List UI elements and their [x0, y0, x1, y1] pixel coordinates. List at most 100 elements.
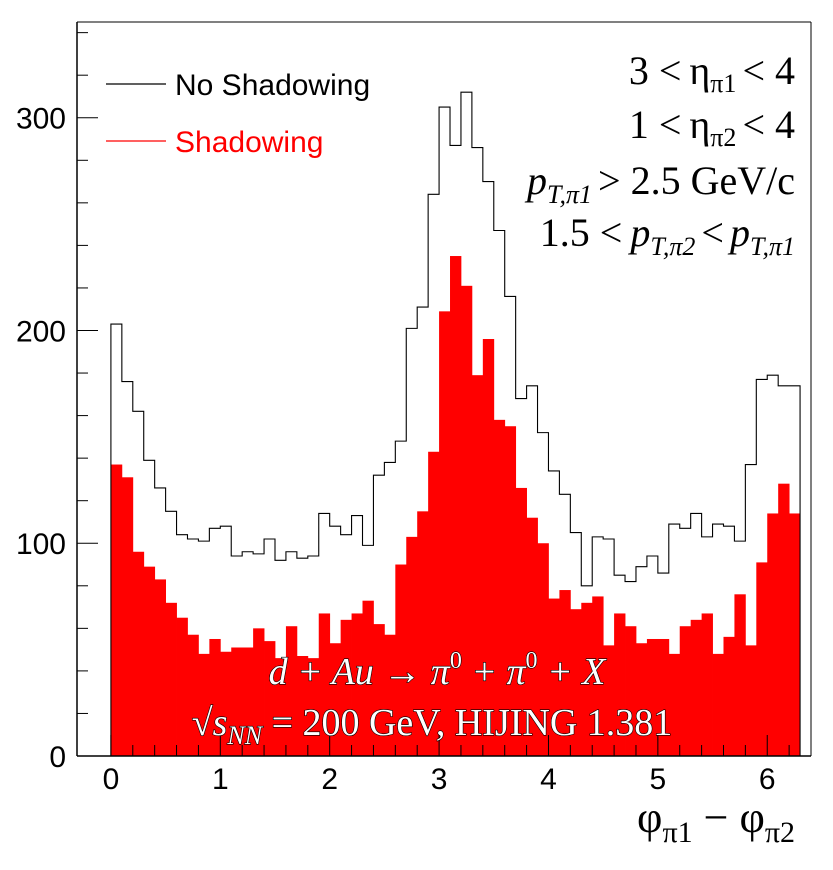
shadowing-bin-50	[657, 638, 670, 756]
shadowing-bin-14	[264, 641, 276, 756]
cut-eta-pi2-high: < 4	[742, 102, 795, 147]
shadowing-bin-61	[778, 483, 790, 756]
cut-eta-pi2: 1 < ηπ2 < 4	[629, 102, 795, 152]
cut-pt-pi1-sub: T,π1	[547, 180, 592, 209]
x-axis-title: φπ1 − φπ2	[637, 793, 795, 849]
shadowing-bin-46	[614, 613, 626, 756]
shadowing-bin-10	[220, 651, 232, 756]
shadowing-bin-32	[460, 285, 473, 756]
shadowing-bin-58	[745, 645, 757, 756]
process-reaction-lhs: d + Au → π	[269, 651, 451, 693]
shadowing-bin-16	[285, 626, 298, 756]
shadowing-bin-54	[701, 613, 713, 756]
shadowing-bin-45	[603, 645, 615, 756]
shadowing-bin-40	[548, 598, 560, 756]
process-sup-0: 0	[450, 648, 462, 674]
shadowing-bin-17	[296, 656, 309, 756]
x-tick-label: 0	[103, 763, 120, 796]
x-tick-label: 5	[650, 763, 667, 796]
x-tick-label: 4	[540, 763, 557, 796]
x-tick-label: 3	[431, 763, 448, 796]
cut-pt-pi2: 1.5 < pT,π2 < pT,π1	[540, 210, 795, 261]
shadowing-bin-24	[373, 624, 385, 756]
cut-pt-pi1: pT,π1 > 2.5 GeV/c	[524, 158, 795, 209]
x-tick-label: 6	[759, 763, 776, 796]
process-energy: √sNN = 200 GeV, HIJING 1.381	[192, 702, 673, 750]
shadowing-bin-6	[176, 617, 188, 756]
shadowing-bin-60	[767, 513, 779, 756]
shadowing-bin-37	[515, 487, 527, 756]
cut-eta-pi1-high: < 4	[742, 48, 795, 93]
shadowing-bin-23	[362, 600, 374, 756]
x-title-phi1: φ	[637, 793, 662, 842]
process-annotation: d + Au → π0 + π0 + X √sNN = 200 GeV, HIJ…	[191, 647, 673, 750]
cut-eta-pi1-sub: π1	[710, 69, 736, 98]
shadowing-bin-38	[526, 517, 538, 756]
shadowing-bin-55	[712, 653, 724, 756]
cut-eta-pi2-var: η	[689, 102, 710, 147]
shadowing-bin-3	[143, 566, 156, 756]
shadowing-bin-11	[231, 647, 243, 756]
cut-pt-pi2-low: 1.5 <	[540, 210, 623, 255]
shadowing-bin-1	[121, 477, 134, 756]
no-shadowing-step-line	[110, 91, 801, 756]
kinematic-cuts: 3 < ηπ1 < 4 1 < ηπ2 < 4 pT,π1 > 2.5 GeV/c 1.5…	[524, 48, 795, 261]
cut-eta-pi1-var: η	[689, 48, 710, 93]
x-title-sub2: π2	[765, 816, 795, 849]
tick-layer	[77, 32, 812, 757]
shadowing-bin-20	[329, 643, 342, 756]
shadowing-bin-31	[450, 256, 462, 756]
shadowing-bin-0	[110, 464, 123, 756]
energy-sqrt: √	[192, 702, 213, 744]
shadowing-bin-15	[274, 658, 287, 756]
y-tick-label: 100	[16, 528, 66, 561]
process-plus: + π	[462, 651, 527, 693]
legend-label-no-shadowing: No Shadowing	[175, 69, 370, 102]
cut-eta-pi2-low: 1 <	[629, 102, 682, 147]
shadowing-bin-44	[592, 596, 604, 756]
shadowing-bin-7	[187, 634, 199, 756]
shadowing-bin-35	[493, 419, 506, 756]
shadowing-bin-27	[406, 536, 418, 756]
cut-pt-pi2-var2: p	[727, 210, 750, 255]
cut-pt-pi1-var: p	[524, 158, 547, 203]
shadowing-bin-34	[482, 339, 495, 756]
shadowing-bin-4	[154, 579, 167, 756]
shadowing-bin-42	[570, 609, 582, 756]
shadowing-bin-30	[439, 311, 451, 756]
shadowing-bin-29	[428, 451, 440, 756]
shadowing-bin-48	[635, 643, 648, 756]
shadowing-bin-2	[132, 551, 145, 756]
legend-label-shadowing: Shadowing	[175, 126, 323, 159]
shadowing-bin-36	[504, 426, 517, 756]
shadowing-bin-62	[789, 513, 801, 756]
shadowing-bin-53	[690, 619, 703, 756]
process-tail: + X	[538, 651, 608, 693]
cut-eta-pi2-sub: π2	[710, 123, 736, 152]
cut-pt-pi2-sub: T,π2	[650, 232, 695, 261]
y-tick-label: 0	[49, 741, 66, 774]
y-tick-label: 200	[16, 315, 66, 348]
cut-pt-pi1-high: > 2.5 GeV/c	[598, 158, 795, 203]
shadowing-bin-47	[625, 626, 637, 756]
no-shadowing-outline	[110, 91, 801, 756]
x-tick-label: 1	[212, 763, 229, 796]
shadowing-bin-41	[559, 590, 571, 756]
cut-eta-pi1-low: 3 <	[629, 48, 682, 93]
shadowing-bin-19	[318, 613, 331, 756]
cut-pt-pi2-mid: <	[701, 210, 724, 255]
shadowing-bin-26	[395, 564, 407, 756]
shadowing-bin-13	[253, 628, 265, 756]
shadowing-bin-22	[351, 613, 363, 756]
shadowing-bin-52	[679, 626, 692, 756]
shadowing-bin-28	[417, 511, 429, 756]
shadowing-bin-51	[668, 653, 681, 756]
shadowing-bin-39	[537, 543, 549, 756]
shadowing-bin-57	[734, 594, 746, 756]
energy-sub: NN	[226, 721, 263, 750]
shadowing-bin-43	[581, 602, 593, 756]
shadowing-bin-59	[756, 562, 768, 756]
x-title-sub1: π1	[662, 816, 692, 849]
shadowing-bin-49	[646, 638, 659, 756]
series-layer	[110, 91, 801, 756]
